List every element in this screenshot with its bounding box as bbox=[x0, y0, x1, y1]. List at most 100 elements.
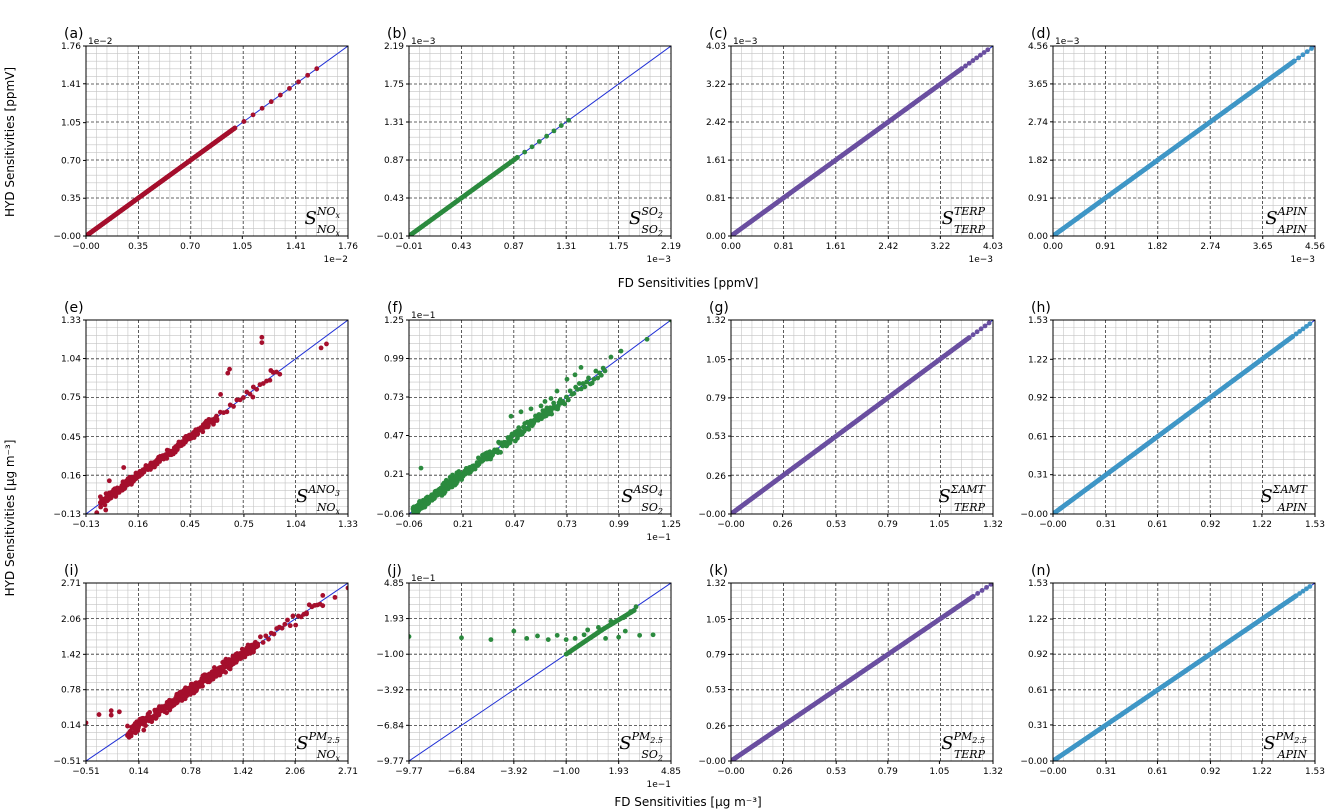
data-point bbox=[141, 727, 147, 733]
data-point bbox=[628, 609, 634, 615]
x-tick-label: −0.00 bbox=[717, 767, 745, 777]
axes-frame bbox=[85, 582, 349, 762]
panel-a: (a) −0.00−0.00 0.35 0.35 0.70 0.70 1.05 1.05 1.4… bbox=[53, 26, 358, 265]
x-multiplier: 1e−3 bbox=[1290, 255, 1315, 265]
x-tick-label: 0.61 bbox=[1147, 767, 1167, 777]
x-tick-label: 1.32 bbox=[983, 767, 1003, 777]
x-tick-label: 1.04 bbox=[286, 520, 306, 530]
sensitivity-symbol: SΣAMT bbox=[1260, 483, 1308, 507]
x-tick-label: 0.00 bbox=[721, 242, 741, 252]
data-point bbox=[442, 489, 448, 495]
axes-frame bbox=[730, 319, 994, 515]
y-multiplier: 1e−2 bbox=[88, 37, 113, 47]
axes-frame bbox=[85, 319, 349, 515]
data-point bbox=[1293, 593, 1299, 599]
data-point bbox=[418, 465, 424, 471]
data-point bbox=[250, 112, 256, 118]
x-tick-label: −3.92 bbox=[500, 767, 528, 777]
y-tick-label: −0.00 bbox=[53, 232, 81, 242]
y-multiplier: 1e−3 bbox=[1055, 37, 1080, 47]
x-tick-label: 3.22 bbox=[930, 242, 950, 252]
data-point bbox=[218, 392, 223, 397]
data-point bbox=[1293, 331, 1299, 337]
data-point bbox=[591, 376, 597, 382]
x-tick-label: 0.47 bbox=[505, 520, 525, 530]
y-tick-label: −0.06 bbox=[376, 510, 404, 520]
data-point bbox=[528, 406, 534, 412]
y-tick-label: 0.45 bbox=[61, 433, 81, 443]
data-point bbox=[518, 409, 524, 415]
data-point bbox=[320, 603, 326, 609]
y-tick-label: 1.05 bbox=[61, 119, 81, 129]
x-tick-label: 1.22 bbox=[1252, 767, 1272, 777]
sensitivity-subscript: NOx bbox=[316, 223, 341, 238]
data-point bbox=[566, 117, 571, 123]
y-tick-label: 0.70 bbox=[61, 156, 81, 166]
x-multiplier: 1e−3 bbox=[646, 255, 671, 265]
x-tick-label: 1.82 bbox=[1148, 242, 1168, 252]
y-multiplier: 1e−1 bbox=[411, 311, 436, 321]
y-tick-label: 1.32 bbox=[706, 579, 726, 589]
y-tick-label: 1.05 bbox=[706, 615, 726, 625]
panel-d: (d) 0.000.00 0.91 0.91 1.82 1.82 2.74 2.74 3.65 3… bbox=[1028, 26, 1325, 265]
data-point bbox=[279, 625, 285, 631]
x-tick-label: 0.00 bbox=[1043, 242, 1063, 252]
y-multiplier: 1e−3 bbox=[733, 37, 758, 47]
data-point bbox=[200, 683, 205, 689]
data-point bbox=[97, 494, 103, 500]
x-tick-label: 0.73 bbox=[557, 520, 577, 530]
data-point bbox=[443, 477, 449, 483]
scatter-points bbox=[731, 47, 991, 236]
sensitivity-symbol: SPM2.5 bbox=[619, 730, 663, 754]
data-point bbox=[970, 594, 976, 599]
grid bbox=[86, 583, 348, 761]
y-tick-label: 0.99 bbox=[384, 355, 404, 365]
data-point bbox=[538, 403, 544, 409]
axes-frame bbox=[408, 582, 672, 762]
panel-label: (d) bbox=[1031, 26, 1051, 42]
x-tick-label: 0.79 bbox=[878, 520, 898, 530]
panel-label: (a) bbox=[64, 26, 84, 42]
data-point bbox=[985, 47, 991, 53]
data-point bbox=[966, 335, 972, 341]
data-point bbox=[549, 411, 555, 417]
panel-label: (b) bbox=[387, 26, 407, 42]
x-tick-label: −9.77 bbox=[395, 767, 423, 777]
sensitivity-symbol: SASO4 bbox=[621, 483, 663, 507]
y-tick-label: 1.76 bbox=[61, 42, 81, 52]
sensitivity-subscript: TERP bbox=[954, 501, 986, 514]
y-tick-label: 0.53 bbox=[706, 432, 726, 442]
x-tick-label: 1.05 bbox=[929, 520, 949, 530]
data-point bbox=[576, 381, 582, 386]
data-point bbox=[529, 144, 535, 150]
data-point bbox=[498, 449, 503, 455]
y-tick-label: 0.79 bbox=[706, 394, 726, 404]
data-point bbox=[535, 633, 540, 639]
y-tick-label: 1.22 bbox=[1028, 355, 1048, 365]
data-point bbox=[558, 123, 564, 128]
data-point bbox=[103, 507, 109, 513]
y-tick-label: 0.61 bbox=[1028, 433, 1048, 443]
y-tick-label: 0.78 bbox=[61, 686, 81, 696]
data-point bbox=[223, 669, 229, 675]
panel-label: (k) bbox=[709, 563, 728, 579]
data-point bbox=[1300, 326, 1306, 332]
data-point bbox=[409, 634, 412, 639]
y-tick-label: 1.04 bbox=[61, 355, 81, 365]
y-tick-label: 0.91 bbox=[1028, 194, 1048, 204]
x-tick-label: 0.45 bbox=[180, 520, 200, 530]
data-point bbox=[1307, 584, 1313, 589]
sensitivity-symbol: SAPIN bbox=[1265, 205, 1307, 229]
data-point bbox=[1297, 329, 1302, 334]
sensitivity-subscript: TERP bbox=[954, 748, 986, 761]
data-point bbox=[227, 366, 232, 372]
sensitivity-subscript: APIN bbox=[1277, 501, 1308, 514]
sensitivity-symbol: SPM2.5 bbox=[1263, 730, 1307, 754]
data-point bbox=[618, 348, 624, 354]
data-point bbox=[224, 409, 230, 415]
data-point bbox=[260, 381, 266, 386]
y-tick-label: 1.42 bbox=[61, 650, 81, 660]
y-tick-label: 0.79 bbox=[706, 650, 726, 660]
x-tick-label: 1.53 bbox=[1305, 767, 1325, 777]
x-tick-label: −0.00 bbox=[72, 242, 100, 252]
